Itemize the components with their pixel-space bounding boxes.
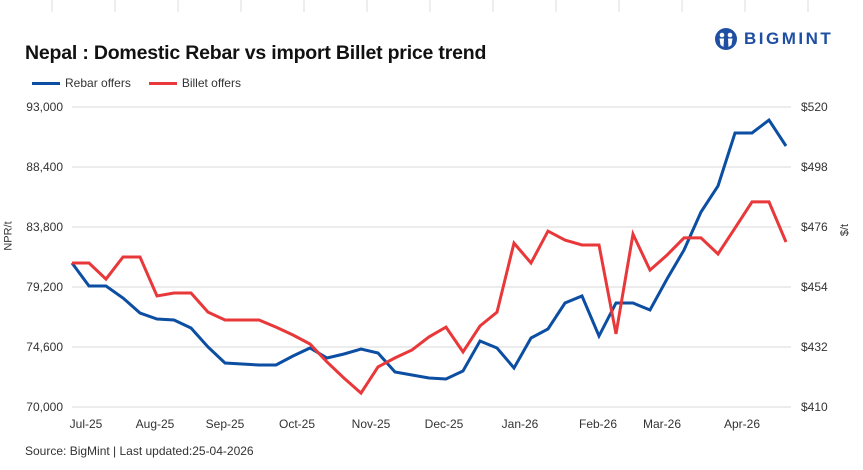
line-chart: 93,000 88,400 83,800 79,200 74,600 70,000 $52… — [26, 100, 828, 431]
source-note: Source: BigMint | Last updated:25-04-202… — [25, 444, 254, 458]
svg-text:Aug-25: Aug-25 — [136, 417, 175, 431]
chart-legend: Rebar offers Billet offers — [32, 76, 259, 90]
svg-text:88,400: 88,400 — [26, 160, 63, 174]
logo-text: BIGMINT — [744, 29, 834, 48]
x-axis: Jul-25 Aug-25 Sep-25 Oct-25 Nov-25 Dec-25 Jan-… — [70, 417, 761, 431]
legend-label-billet: Billet offers — [181, 76, 241, 90]
svg-text:$432: $432 — [801, 340, 828, 354]
svg-text:93,000: 93,000 — [26, 100, 63, 114]
svg-text:$454: $454 — [801, 280, 828, 294]
svg-text:83,800: 83,800 — [26, 220, 63, 234]
svg-text:Dec-25: Dec-25 — [425, 417, 464, 431]
svg-text:74,600: 74,600 — [26, 340, 63, 354]
chart-title: Nepal : Domestic Rebar vs import Billet … — [25, 42, 487, 64]
left-axis-title: NPR/t — [2, 221, 15, 251]
right-y-axis: $520 $498 $476 $454 $432 $410 — [801, 100, 828, 414]
legend-swatch-billet — [148, 81, 177, 85]
svg-text:Mar-26: Mar-26 — [643, 417, 681, 431]
bigmint-logo: BIGMINT — [714, 27, 833, 51]
svg-text:Jan-26: Jan-26 — [502, 417, 539, 431]
svg-text:$410: $410 — [801, 400, 828, 414]
rebar-offers-line — [70, 117, 788, 381]
svg-text:$498: $498 — [801, 160, 828, 174]
legend-swatch-rebar — [32, 81, 60, 85]
left-y-axis: 93,000 88,400 83,800 79,200 74,600 70,000 — [26, 100, 63, 414]
svg-text:Jul-25: Jul-25 — [70, 417, 103, 431]
svg-text:$476: $476 — [801, 220, 828, 234]
gridlines — [72, 106, 791, 408]
right-axis-title: $/t — [839, 223, 852, 237]
legend-label-rebar: Rebar offers — [65, 76, 131, 90]
svg-text:Feb-26: Feb-26 — [579, 417, 617, 431]
billet-offers-line — [72, 200, 788, 396]
svg-text:Oct-25: Oct-25 — [279, 417, 315, 431]
bigmint-logo-icon — [715, 28, 737, 50]
top-border-ticks — [51, 0, 809, 12]
legend-item-billet[interactable]: Billet offers — [148, 76, 241, 90]
svg-text:Apr-26: Apr-26 — [724, 417, 760, 431]
svg-text:Sep-25: Sep-25 — [206, 417, 245, 431]
svg-text:79,200: 79,200 — [26, 280, 63, 294]
svg-text:Nov-25: Nov-25 — [352, 417, 391, 431]
legend-item-rebar[interactable]: Rebar offers — [32, 76, 131, 90]
svg-text:$520: $520 — [801, 100, 828, 114]
svg-text:70,000: 70,000 — [26, 400, 63, 414]
